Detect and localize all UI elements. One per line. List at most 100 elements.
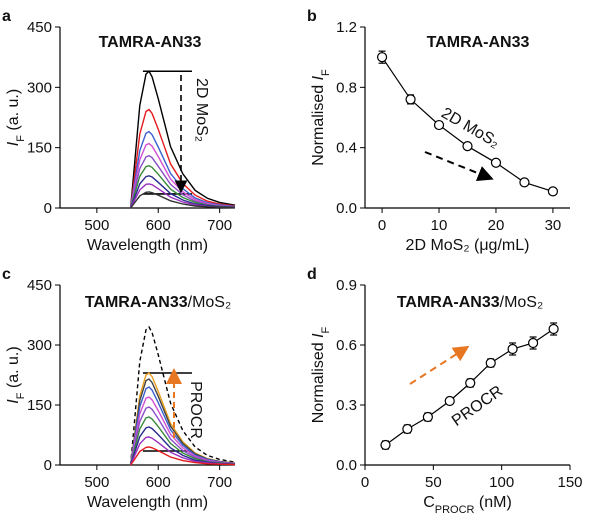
data-point	[422, 411, 433, 423]
y-tick-label: 300	[27, 79, 52, 96]
text-part: I	[310, 333, 327, 338]
text-part: F	[15, 135, 27, 142]
spectrum-line	[129, 436, 236, 466]
panel-label: a	[2, 8, 11, 25]
x-tick-label: 600	[146, 474, 171, 491]
spectrum-line	[130, 191, 236, 209]
arrow	[424, 151, 494, 181]
annotation: PROCR	[187, 381, 204, 439]
y-axis-label: IF (a. u.)	[5, 346, 27, 403]
data-point	[462, 141, 473, 152]
text-part: Normalised	[310, 80, 327, 165]
text-part: (a. u.)	[5, 89, 22, 135]
text-part: C	[423, 494, 435, 511]
x-axis-label: Wavelength (nm)	[87, 237, 208, 254]
text-part: (nM)	[474, 494, 511, 511]
data-point	[402, 423, 413, 435]
data-point	[548, 323, 559, 335]
spectrum-line	[130, 446, 236, 466]
data-point	[380, 439, 391, 451]
y-tick-label: 150	[27, 397, 52, 414]
chart-title: TAMRA-AN33/MoS₂	[85, 294, 231, 311]
text-part: I	[310, 75, 327, 80]
text-part: TAMRA-AN33	[85, 294, 188, 311]
y-tick-label: 0.6	[336, 337, 357, 354]
x-tick-label: 500	[84, 474, 109, 491]
annotation: PROCR	[449, 383, 506, 430]
x-tick-label: 600	[146, 217, 171, 234]
y-tick-label: 0.3	[336, 397, 357, 414]
y-tick-label: 0	[44, 200, 52, 217]
x-axis-label: CPROCR (nM)	[423, 494, 512, 516]
spectrum-line	[129, 70, 236, 209]
x-tick-label: 0	[361, 474, 369, 491]
text-part: F	[15, 392, 27, 399]
spectrum-line	[129, 130, 236, 209]
x-tick-label: 10	[431, 217, 448, 234]
spectrum-line	[129, 396, 236, 466]
data-point	[507, 343, 518, 355]
chart-title: TAMRA-AN33	[99, 34, 202, 51]
y-axis-label: Normalised IF	[310, 69, 332, 166]
data-point	[485, 357, 496, 369]
y-tick-label: 0.4	[336, 140, 357, 157]
spectrum-line	[129, 386, 236, 466]
text-part: I	[5, 141, 22, 146]
data-point	[490, 157, 502, 168]
text-part: I	[5, 399, 22, 404]
spectrum-line	[129, 406, 236, 466]
y-tick-label: 0.0	[336, 200, 357, 217]
panel-label: c	[2, 266, 11, 283]
data-point	[547, 186, 559, 197]
spectrum-line	[129, 154, 236, 209]
y-tick-label: 0.8	[336, 79, 357, 96]
x-tick-label: 20	[488, 217, 505, 234]
data-point	[376, 52, 388, 63]
x-tick-label: 500	[84, 217, 109, 234]
y-tick-label: 150	[27, 140, 52, 157]
text-part: Normalised	[310, 338, 327, 423]
y-tick-label: 0.0	[336, 457, 357, 474]
data-point	[519, 177, 530, 188]
data-point	[465, 377, 476, 389]
x-axis-label: Wavelength (nm)	[87, 494, 208, 511]
panel-label: d	[307, 266, 317, 283]
data-point	[405, 94, 416, 105]
spectrum-line	[129, 108, 236, 209]
annotation: 2D MoS₂	[193, 78, 210, 142]
y-tick-label: 0	[44, 457, 52, 474]
text-part: F	[320, 326, 332, 333]
text-part: PROCR	[435, 504, 475, 516]
x-axis-label: 2D MoS₂ (μg/mL)	[406, 237, 530, 254]
chart-title: TAMRA-AN33	[427, 34, 530, 51]
y-tick-label: 300	[27, 337, 52, 354]
spectrum-line	[129, 378, 236, 466]
text-part: F	[320, 69, 332, 76]
x-tick-label: 100	[489, 474, 514, 491]
data-point	[444, 395, 455, 407]
y-tick-label: 450	[27, 19, 52, 36]
y-tick-label: 450	[27, 277, 52, 294]
data-point	[433, 119, 445, 131]
y-tick-label: 0.9	[336, 277, 357, 294]
text-part: (a. u.)	[5, 346, 22, 392]
spectrum-line	[129, 142, 236, 209]
spectrum-line	[129, 426, 236, 466]
text-part: /MoS₂	[500, 294, 544, 311]
y-tick-label: 1.2	[336, 19, 357, 36]
arrow	[409, 345, 470, 385]
chart-title: TAMRA-AN33/MoS₂	[397, 294, 543, 311]
x-tick-label: 50	[425, 474, 442, 491]
text-part: /MoS₂	[188, 294, 232, 311]
text-part: TAMRA-AN33	[397, 294, 500, 311]
x-tick-label: 0	[378, 217, 386, 234]
spectrum-line	[129, 175, 236, 209]
y-axis-label: IF (a. u.)	[5, 89, 27, 146]
x-tick-label: 150	[557, 474, 582, 491]
x-tick-label: 700	[207, 474, 232, 491]
spectrum-line	[129, 325, 236, 466]
panel-label: b	[307, 8, 317, 25]
data-point	[527, 337, 539, 349]
y-axis-label: Normalised IF	[310, 326, 332, 423]
